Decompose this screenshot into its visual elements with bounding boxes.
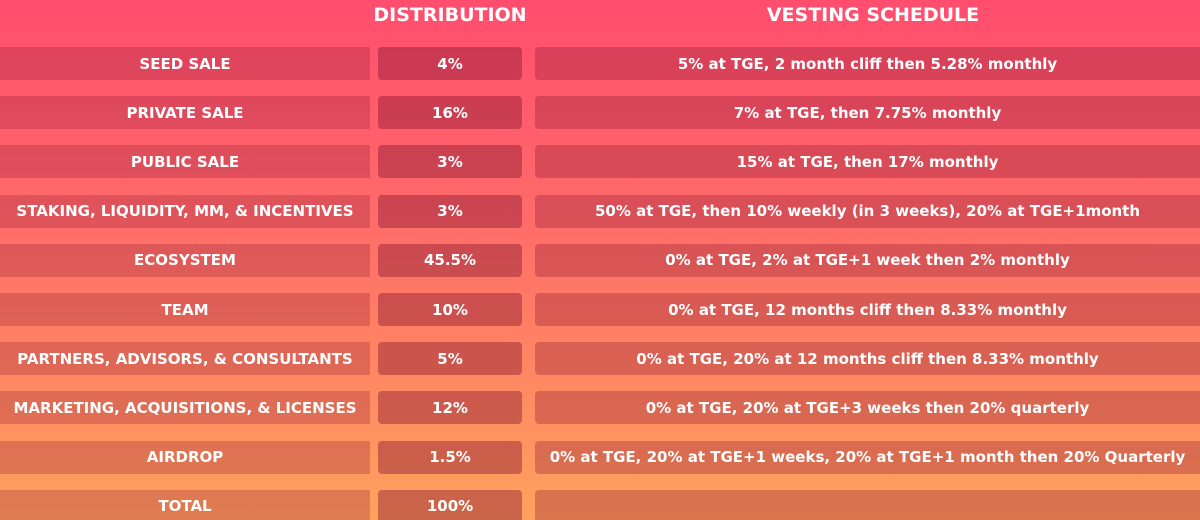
- row-label: STAKING, LIQUIDITY, MM, & INCENTIVES: [0, 194, 370, 228]
- vesting: 15% at TGE, then 17% monthly: [535, 145, 1200, 179]
- row-label: AIRDROP: [0, 440, 370, 474]
- column-header: DISTRIBUTION: [373, 4, 527, 26]
- distribution: 1.5%: [378, 440, 522, 474]
- distribution: 10%: [378, 293, 522, 326]
- distribution: 3%: [378, 145, 522, 179]
- total-value: 100%: [378, 489, 522, 520]
- empty-cell: [535, 489, 1200, 520]
- column-header: VESTING SCHEDULE: [766, 4, 980, 26]
- distribution: 3%: [378, 194, 522, 228]
- distribution: 45.5%: [378, 243, 522, 277]
- vesting: 7% at TGE, then 7.75% monthly: [535, 96, 1200, 130]
- distribution: 4%: [378, 47, 522, 80]
- distribution: 16%: [378, 96, 522, 130]
- distribution: 12%: [378, 391, 522, 425]
- row-label: PARTNERS, ADVISORS, & CONSULTANTS: [0, 342, 370, 376]
- vesting: 0% at TGE, 20% at TGE+1 weeks, 20% at TG…: [535, 440, 1200, 474]
- row-label: TEAM: [0, 293, 370, 326]
- row-label: MARKETING, ACQUISITIONS, & LICENSES: [0, 391, 370, 425]
- total-label: TOTAL: [0, 489, 370, 520]
- vesting: 5% at TGE, 2 month cliff then 5.28% mont…: [535, 47, 1200, 80]
- row-label: PUBLIC SALE: [0, 145, 370, 179]
- row-label: ECOSYSTEM: [0, 243, 370, 277]
- row-label: SEED SALE: [0, 47, 370, 80]
- distribution: 5%: [378, 342, 522, 376]
- vesting: 0% at TGE, 2% at TGE+1 week then 2% mont…: [535, 243, 1200, 277]
- vesting: 0% at TGE, 20% at 12 months cliff then 8…: [535, 342, 1200, 376]
- vesting: 50% at TGE, then 10% weekly (in 3 weeks)…: [535, 194, 1200, 228]
- vesting: 0% at TGE, 20% at TGE+3 weeks then 20% q…: [535, 391, 1200, 425]
- vesting: 0% at TGE, 12 months cliff then 8.33% mo…: [535, 293, 1200, 326]
- row-label: PRIVATE SALE: [0, 96, 370, 130]
